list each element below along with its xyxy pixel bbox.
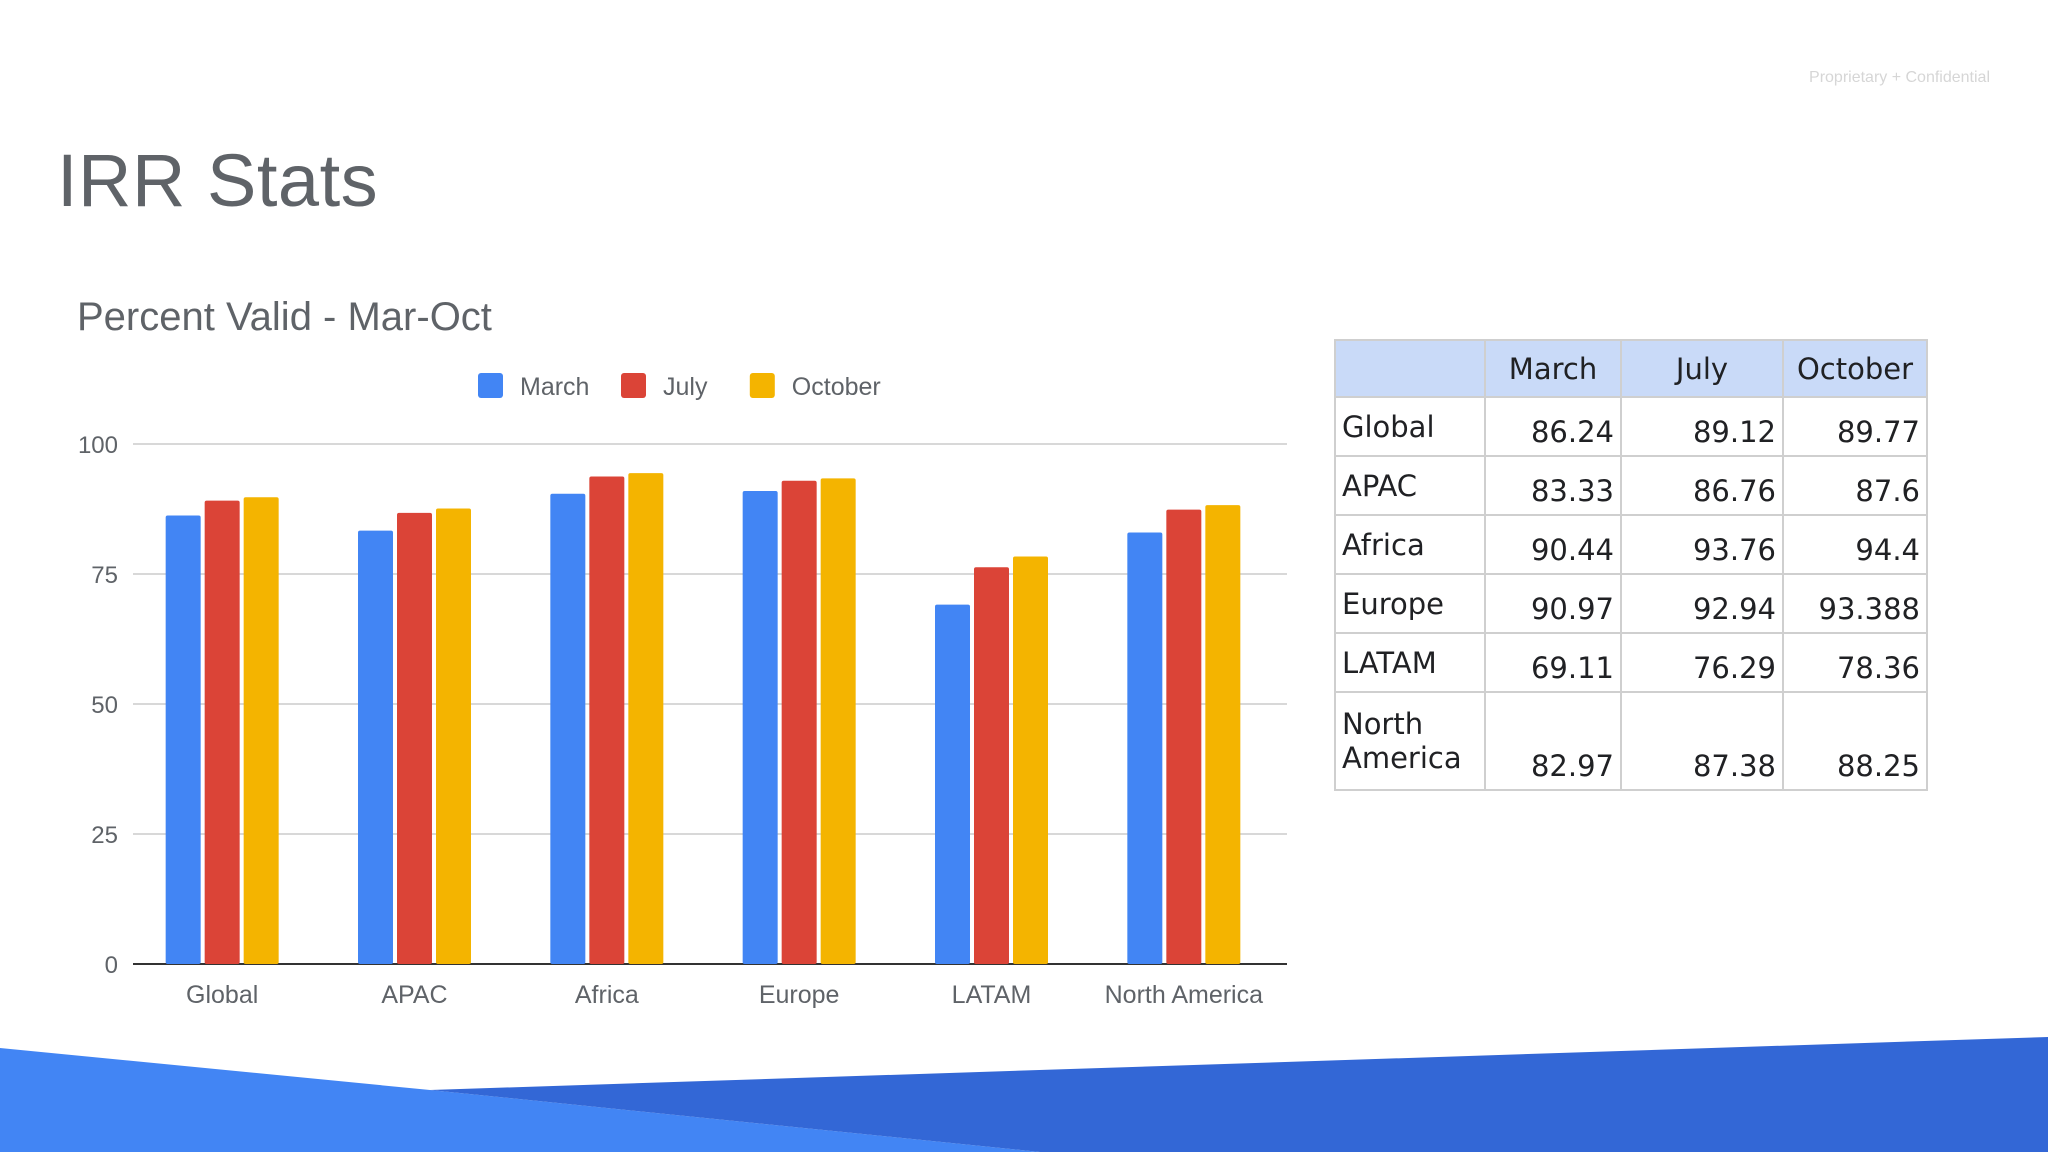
x-tick-label: LATAM [952,981,1032,1009]
bar-july-africa [589,476,625,964]
bar-march-africa [550,493,586,964]
bar-march-europe [742,490,778,964]
table-header-july: July [1620,339,1784,398]
table-row: Europe 90.97 92.94 93.388 [1334,573,1928,634]
cell-march: 82.97 [1484,691,1622,791]
cell-october: 87.6 [1782,455,1928,516]
cell-march: 69.11 [1484,632,1622,693]
row-label: Global [1334,396,1486,457]
footer-wave-dark [430,1037,2048,1152]
y-tick-label: 75 [91,562,118,589]
legend-label: July [663,373,708,401]
row-label: LATAM [1334,632,1486,693]
legend-swatch-october [749,373,775,398]
row-label-line: America [1342,741,1462,775]
bar-october-europe [820,478,856,964]
cell-july: 87.38 [1620,691,1784,791]
table-row: APAC 83.33 86.76 87.6 [1334,455,1928,516]
cell-october: 94.4 [1782,514,1928,575]
table-row: North America 82.97 87.38 88.25 [1334,691,1928,791]
bar-october-latam [1013,556,1048,964]
x-tick-label: Europe [759,981,840,1009]
cell-july: 76.29 [1620,632,1784,693]
y-tick-label: 100 [78,432,118,459]
row-label-line: North [1342,707,1424,741]
legend-label: October [792,373,881,401]
chart-legend: March July October [478,373,881,401]
legend-label: March [520,373,589,401]
bar-october-africa [628,473,664,964]
slide-title: IRR Stats [57,139,379,222]
table-header-corner [1334,339,1486,398]
bar-july-latam [974,567,1009,964]
row-label: Africa [1334,514,1486,575]
table-header-march: March [1484,339,1622,398]
row-label: North America [1334,691,1486,791]
cell-march: 90.44 [1484,514,1622,575]
table-header-row: March July October [1334,339,1928,398]
cell-march: 86.24 [1484,396,1622,457]
chart-gridlines [133,443,1287,965]
bar-chart: Percent Valid - Mar-Oct March July October… [77,295,1287,1009]
bar-march-north-america [1127,532,1163,964]
bar-july-apac [397,512,432,964]
footer-band [0,1037,2048,1152]
cell-july: 86.76 [1620,455,1784,516]
bar-october-global [243,497,279,964]
y-tick-label: 25 [91,822,118,849]
cell-october: 93.388 [1782,573,1928,634]
legend-swatch-march [478,373,503,398]
cell-july: 92.94 [1620,573,1784,634]
table-row: LATAM 69.11 76.29 78.36 [1334,632,1928,693]
cell-october: 88.25 [1782,691,1928,791]
bar-july-europe [781,480,817,964]
table-row: Africa 90.44 93.76 94.4 [1334,514,1928,575]
confidential-label: Proprietary + Confidential [1809,69,1990,86]
bar-october-apac [436,508,471,964]
cell-october: 89.77 [1782,396,1928,457]
table-row: Global 86.24 89.12 89.77 [1334,396,1928,457]
row-label: Europe [1334,573,1486,634]
footer-wave-light [0,1048,1040,1152]
legend-swatch-july [621,373,646,398]
bar-march-global [165,515,201,964]
table-header-october: October [1782,339,1928,398]
x-tick-label: APAC [381,981,447,1009]
row-label: APAC [1334,455,1486,516]
y-tick-label: 50 [91,692,118,719]
chart-title: Percent Valid - Mar-Oct [77,295,492,339]
cell-march: 90.97 [1484,573,1622,634]
bar-march-latam [935,604,970,964]
x-tick-label: Africa [575,981,639,1009]
x-tick-label: Global [186,981,258,1009]
cell-march: 83.33 [1484,455,1622,516]
cell-october: 78.36 [1782,632,1928,693]
bar-july-global [204,500,240,964]
y-tick-label: 0 [105,952,118,979]
y-axis: 0 25 50 75 100 [78,432,118,979]
chart-bars [165,473,1241,964]
data-table: March July October Global 86.24 89.12 89… [1334,339,1928,791]
x-tick-label: North America [1105,981,1263,1009]
bar-july-north-america [1166,509,1202,964]
bar-october-north-america [1205,505,1241,964]
cell-july: 89.12 [1620,396,1784,457]
bar-march-apac [358,530,393,964]
cell-july: 93.76 [1620,514,1784,575]
x-axis: Global APAC Africa Europe LATAM North America [186,981,1263,1009]
